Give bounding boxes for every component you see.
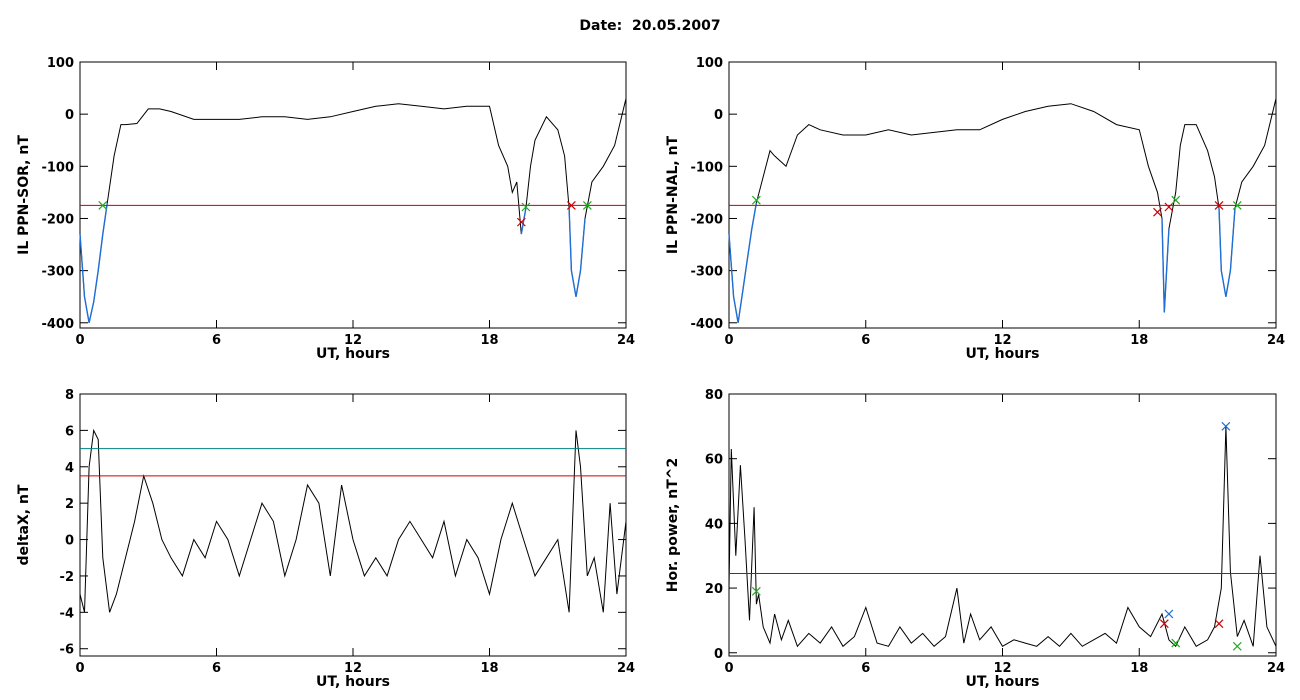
y-axis-label: Hor. power, nT^2 <box>665 458 681 593</box>
y-tick-label: 80 <box>705 388 723 403</box>
series-line <box>79 428 627 613</box>
y-axis-label: IL PPN-SOR, nT <box>16 135 32 255</box>
x-marker <box>1159 619 1169 629</box>
plot-frame <box>728 393 1277 657</box>
highlight-segment <box>1161 218 1170 313</box>
y-tick-label: -2 <box>60 570 74 585</box>
plot-frame <box>79 393 627 657</box>
y-tick-label: 100 <box>47 56 74 71</box>
y-tick-label: 4 <box>65 461 74 476</box>
x-tick-label: 18 <box>480 661 498 676</box>
y-tick-label: -300 <box>41 265 74 280</box>
x-marker <box>1171 195 1181 205</box>
x-axis-label: UT, hours <box>966 674 1040 690</box>
series-line <box>79 98 627 323</box>
y-tick-label: 60 <box>705 453 723 468</box>
x-tick-label: 12 <box>344 333 362 348</box>
y-tick-label: 0 <box>65 534 74 549</box>
y-tick-label: 0 <box>714 647 723 662</box>
x-tick-label: 24 <box>617 333 635 348</box>
x-tick-label: 24 <box>1267 661 1285 676</box>
y-tick-label: 100 <box>696 56 723 71</box>
y-tick-label: -200 <box>690 212 723 227</box>
x-tick-label: 24 <box>617 661 635 676</box>
series-line <box>728 98 1277 323</box>
x-marker <box>1214 619 1224 629</box>
plot-frame <box>728 61 1277 329</box>
y-tick-label: -100 <box>41 160 74 175</box>
y-tick-label: -400 <box>41 317 74 332</box>
highlight-segment <box>520 207 527 235</box>
x-marker <box>1232 201 1242 210</box>
x-marker <box>1171 638 1181 648</box>
y-tick-label: -200 <box>41 212 74 227</box>
y-tick-label: -6 <box>60 643 74 658</box>
plot-frame <box>79 61 627 329</box>
highlight-segment <box>728 202 758 323</box>
y-tick-label: -4 <box>60 606 74 621</box>
x-marker <box>516 217 526 227</box>
x-marker <box>1214 201 1224 210</box>
y-tick-label: 0 <box>65 108 74 123</box>
x-tick-label: 24 <box>1267 333 1285 348</box>
x-marker <box>1164 202 1174 212</box>
y-axis-label: IL PPN-NAL, nT <box>665 135 681 254</box>
x-marker <box>751 195 761 205</box>
y-tick-label: 8 <box>65 388 74 403</box>
y-tick-label: -100 <box>690 160 723 175</box>
page-title: Date: 20.05.2007 <box>579 18 721 34</box>
x-tick-label: 6 <box>212 661 221 676</box>
x-tick-label: 6 <box>861 661 870 676</box>
x-axis-label: UT, hours <box>316 674 390 690</box>
y-tick-label: 40 <box>705 517 723 532</box>
y-tick-label: 2 <box>65 497 74 512</box>
series-line <box>728 426 1277 648</box>
x-tick-label: 0 <box>75 661 84 676</box>
y-tick-label: 0 <box>714 108 723 123</box>
y-tick-label: 20 <box>705 582 723 597</box>
highlight-segment <box>1218 207 1236 297</box>
x-tick-label: 18 <box>1130 661 1148 676</box>
x-tick-label: 0 <box>724 661 733 676</box>
x-marker <box>1164 609 1174 619</box>
x-tick-label: 0 <box>724 333 733 348</box>
y-tick-label: -300 <box>690 265 723 280</box>
x-tick-label: 12 <box>344 661 362 676</box>
chart-panel-2: 0 6 12 18 24 -400 -300 -200 -100 0 100 UT, hours IL … <box>665 56 1285 362</box>
x-tick-label: 12 <box>993 333 1011 348</box>
x-tick-label: 12 <box>993 661 1011 676</box>
x-tick-label: 6 <box>861 333 870 348</box>
y-tick-label: 6 <box>65 424 74 439</box>
x-marker <box>1221 421 1231 431</box>
x-tick-label: 0 <box>75 333 84 348</box>
x-tick-label: 6 <box>212 333 221 348</box>
x-marker <box>566 201 576 210</box>
y-tick-label: -400 <box>690 317 723 332</box>
x-tick-label: 18 <box>1130 333 1148 348</box>
x-marker <box>582 201 592 210</box>
x-marker <box>751 586 761 596</box>
y-axis-label: deltaX, nT <box>16 484 32 565</box>
highlight-segment <box>79 202 108 323</box>
x-marker <box>98 201 108 210</box>
x-axis-label: UT, hours <box>966 346 1040 362</box>
x-tick-label: 18 <box>480 333 498 348</box>
chart-panel-1: 0 6 12 18 24 -400 -300 -200 -100 0 100 UT, hours IL … <box>16 56 635 362</box>
chart-panel-4: 0 6 12 18 24 0 20 40 60 80 UT, hours Hor. power, nT… <box>665 388 1285 690</box>
x-marker <box>521 202 531 212</box>
x-axis-label: UT, hours <box>316 346 390 362</box>
x-marker <box>1153 207 1162 217</box>
x-marker <box>1232 641 1242 651</box>
highlight-segment <box>568 207 586 297</box>
